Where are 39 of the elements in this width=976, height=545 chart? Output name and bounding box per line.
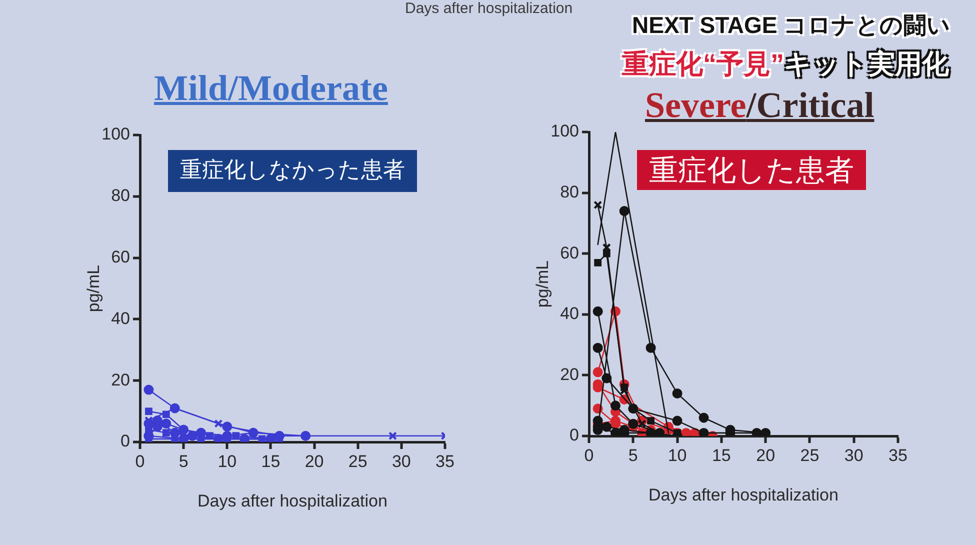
y-tick-label: 100: [550, 122, 579, 141]
x-tick-label: 10: [218, 452, 237, 471]
y-axis-title: pg/mL: [84, 264, 103, 312]
y-axis-title: pg/mL: [532, 260, 552, 308]
x-tick-label: 30: [392, 452, 411, 471]
y-tick-label: 80: [111, 186, 130, 206]
x-tick-label: 15: [261, 452, 280, 471]
y-tick-label: 0: [120, 432, 130, 451]
x-tick-label: 0: [135, 452, 145, 471]
x-tick-label: 25: [348, 452, 368, 471]
x-tick-label: 35: [436, 452, 454, 471]
text: 重症化“予見”キット実用化: [622, 49, 949, 79]
y-tick-label: 80: [560, 182, 579, 202]
y-tick-label: 100: [102, 124, 130, 144]
y-tick-label: 40: [560, 304, 579, 324]
x-tick-label: 5: [178, 452, 188, 471]
x-axis-title: Days after hospitalization: [198, 491, 388, 510]
x-tick-label: 20: [304, 452, 324, 471]
chart-title: Severe/Critical: [645, 85, 874, 125]
y-tick-label: 60: [560, 243, 579, 262]
x-axis-title: Days after hospitalization: [648, 485, 838, 504]
y-tick-label: 20: [560, 364, 579, 384]
x-tick-label: 15: [712, 446, 731, 465]
annotation: 重症化した患者: [637, 150, 866, 190]
x-tick-label: 0: [584, 446, 594, 465]
x-tick-label: 5: [628, 446, 638, 465]
text: Days after hospitalization: [405, 0, 573, 17]
y-tick-label: 20: [111, 370, 130, 390]
x-tick-label: 10: [668, 446, 687, 465]
y-tick-label: 40: [111, 308, 130, 328]
annotation: 重症化しなかった患者: [168, 150, 417, 192]
x-tick-label: 30: [844, 446, 864, 465]
x-tick-label: 20: [756, 446, 776, 465]
y-tick-label: 60: [111, 247, 130, 266]
chart-title: Mild/Moderate: [154, 68, 388, 108]
y-tick-label: 0: [570, 426, 579, 445]
text: NEXT STAGE コロナとの闘い: [632, 11, 951, 40]
x-tick-label: 25: [800, 446, 820, 465]
x-tick-label: 35: [888, 446, 908, 465]
